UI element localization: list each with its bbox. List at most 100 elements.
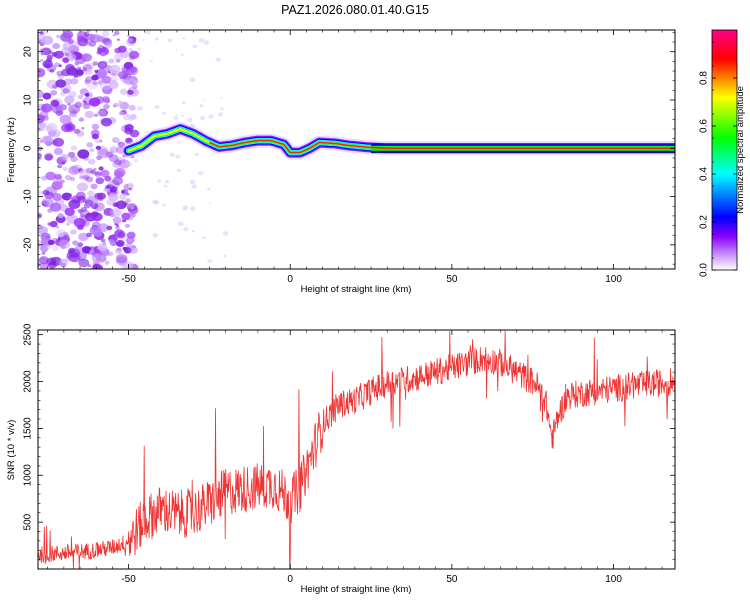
faint-blob	[145, 30, 151, 35]
noise-blob	[42, 92, 52, 100]
noise-blob	[49, 202, 62, 212]
noise-blob	[57, 74, 65, 80]
noise-blob	[38, 256, 49, 265]
noise-blob	[86, 232, 92, 238]
noise-blob	[104, 41, 113, 48]
noise-blob	[57, 213, 64, 219]
colorbar: 0.0 0.2 0.4 0.6 0.8 Normalized spectral ampl…	[699, 29, 746, 277]
noise-blob	[58, 104, 67, 111]
spectrogram-panel: -50 0 50 100 -20 -10 0 10 20 Height of straight …	[6, 29, 676, 295]
y-tick-label: 2500	[23, 323, 34, 346]
faint-blob	[198, 171, 204, 176]
faint-blob	[161, 112, 166, 115]
noise-blob	[129, 77, 134, 81]
noise-blob	[108, 235, 113, 239]
noise-blob	[112, 34, 116, 37]
noise-blob	[80, 207, 88, 212]
faint-blob	[150, 60, 153, 63]
noise-blob	[58, 258, 68, 266]
noise-blob	[73, 217, 86, 228]
noise-blob	[114, 167, 126, 178]
snr-series-line	[38, 330, 675, 569]
faint-blob	[169, 152, 175, 157]
faint-blob	[129, 87, 135, 91]
noise-blob	[108, 58, 115, 64]
colorbar-frame	[711, 29, 738, 271]
noise-blob	[116, 224, 120, 227]
noise-blob	[64, 174, 72, 181]
noise-blob	[40, 52, 45, 56]
noise-blob	[94, 69, 99, 73]
noise-blob	[124, 186, 130, 191]
noise-blob	[89, 148, 95, 153]
noise-blob	[98, 108, 109, 117]
noise-blob	[89, 249, 94, 254]
faint-blob	[133, 80, 139, 85]
colorbar-axes: 0.0 0.2 0.4 0.6 0.8	[699, 29, 738, 277]
faint-blob	[176, 169, 181, 173]
noise-blob	[103, 104, 110, 110]
noise-blob	[81, 246, 92, 254]
faint-blob	[173, 116, 179, 120]
noise-blob	[94, 171, 102, 178]
noise-blob	[119, 193, 127, 200]
noise-blob	[65, 64, 75, 72]
noise-blob	[95, 145, 102, 150]
noise-blob	[93, 113, 99, 118]
noise-blob	[85, 62, 95, 70]
faint-blob	[181, 101, 186, 105]
faint-blob	[217, 112, 224, 117]
noise-blob	[69, 253, 81, 263]
noise-blob	[100, 169, 110, 178]
noise-blob	[38, 190, 44, 195]
noise-blob	[127, 249, 132, 253]
noise-blob	[72, 110, 78, 115]
noise-blob	[126, 183, 134, 189]
noise-blob	[73, 74, 79, 78]
noise-blob	[103, 188, 108, 192]
noise-blob	[76, 130, 85, 137]
noise-blob	[50, 90, 58, 96]
noise-blob	[74, 101, 83, 108]
noise-blob	[126, 68, 135, 76]
faint-blob	[154, 37, 159, 41]
noise-blob	[52, 137, 65, 147]
noise-blob	[128, 104, 136, 111]
noise-blob	[112, 136, 120, 144]
noise-blob	[115, 254, 128, 264]
chart-title: PAZ1.2026.080.01.40.G15	[281, 3, 429, 17]
spectrogram-image	[38, 30, 675, 269]
noise-blob	[86, 30, 91, 33]
faint-blob	[130, 206, 135, 210]
noise-blob	[61, 161, 65, 165]
noise-blob	[39, 48, 44, 52]
noise-blob	[69, 176, 76, 182]
noise-blob	[45, 171, 57, 181]
noise-blob	[82, 67, 87, 72]
faint-blob	[189, 206, 196, 211]
noise-blob	[48, 50, 54, 55]
noise-blob	[43, 135, 54, 145]
noise-blob	[84, 76, 93, 83]
noise-blob	[97, 243, 108, 252]
snr-axes: -50 0 50 100 500 1000 1500 2000 2500	[23, 323, 675, 585]
noise-blob	[86, 80, 98, 90]
noise-blob	[108, 81, 119, 90]
noise-blob	[117, 45, 127, 53]
noise-blob	[129, 66, 137, 73]
x-tick-label: 100	[605, 274, 622, 285]
faint-blob	[162, 203, 166, 207]
noise-blob	[113, 102, 119, 108]
noise-blob	[38, 224, 43, 230]
noise-blob	[56, 225, 60, 229]
noise-blob	[97, 109, 106, 117]
noise-blob	[66, 222, 70, 226]
noise-blob	[115, 225, 120, 230]
snr-frame	[37, 329, 676, 570]
noise-blob	[127, 89, 134, 95]
noise-blob	[60, 154, 69, 161]
faint-blob	[222, 231, 229, 236]
faint-blob	[182, 208, 186, 211]
noise-blob	[100, 238, 106, 243]
noise-blob	[56, 70, 64, 77]
